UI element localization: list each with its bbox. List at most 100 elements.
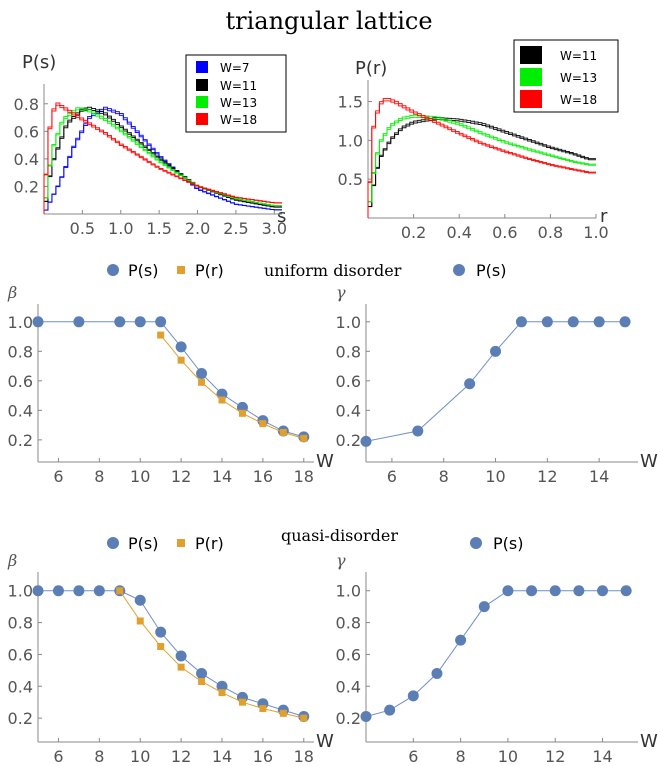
x-tick-label: 0.5 [70, 219, 95, 238]
legend-marker-ps-right [470, 537, 482, 549]
series-ps-point [502, 585, 514, 597]
pr-ylabel: P(r) [355, 58, 387, 79]
x-axis-label: W [316, 451, 334, 472]
y-tick-label: 0.6 [14, 122, 39, 141]
legend-label-w18: W=18 [220, 113, 257, 127]
y-tick-label: 0.6 [336, 645, 361, 664]
legend-label-ps: P(s) [128, 534, 158, 553]
legend-label-ps-right: P(s) [493, 534, 523, 553]
legend-label-w18: W=18 [560, 93, 597, 107]
legend-marker-ps [107, 537, 119, 549]
y-tick-label: 0.6 [336, 372, 361, 391]
series-w13-trace [367, 116, 596, 218]
y-tick-label: 0.8 [336, 342, 361, 361]
x-tick-label: 1.5 [146, 219, 171, 238]
series-ps-point [73, 585, 85, 597]
legend-swatch-w18 [196, 113, 208, 125]
series-pr-point [198, 378, 206, 386]
legend-caption: quasi-disorder [281, 526, 398, 545]
series-ps-line [365, 321, 626, 442]
gamma-uniform-chart: 6 8 10 12 14 0.2 0.4 0.6 0.8 1.0 γ W [336, 283, 658, 486]
pr-distribution-chart: 0.2 0.4 0.6 0.8 1.0 0.5 1.0 1.5 [338, 80, 609, 242]
x-tick-label: 0.6 [492, 223, 517, 242]
ps-ylabel: P(s) [22, 52, 56, 73]
series-ps-point [573, 585, 585, 597]
x-tick-label: 10 [130, 747, 150, 766]
y-tick-label: 0.4 [336, 677, 361, 696]
series-ps-point [620, 585, 632, 597]
legend-swatch-w13 [196, 96, 208, 108]
series-ps-point [455, 634, 467, 646]
x-tick-label: 14 [212, 467, 232, 486]
series-ps-point [93, 585, 105, 597]
series-ps-point [216, 680, 228, 692]
series-w11-trace [43, 106, 282, 214]
legend-label-w11: W=11 [560, 49, 597, 63]
series-ps-line [365, 590, 627, 718]
series-w18-trace [367, 98, 596, 218]
series-pr-point [218, 689, 226, 697]
series-ps-point [155, 316, 167, 328]
series-pr-point [116, 587, 124, 595]
x-tick-label: 0.8 [538, 223, 563, 242]
legend-swatch-w18 [520, 90, 542, 108]
x-tick-label: 6 [53, 747, 63, 766]
x-tick-label: 6 [387, 467, 397, 486]
x-tick-label: 12 [171, 467, 191, 486]
x-tick-label: 8 [456, 747, 466, 766]
x-tick-label: 16 [253, 467, 273, 486]
y-tick-label: 0.4 [336, 401, 361, 420]
x-tick-label: 2.0 [185, 219, 210, 238]
series-ps-point [155, 626, 167, 638]
y-tick-label: 1.0 [8, 313, 33, 332]
series-ps-point [196, 668, 208, 680]
y-tick-label: 1.0 [338, 131, 363, 150]
series-ps-point [407, 690, 419, 702]
series-ps-point [384, 704, 396, 716]
y-tick-label: 0.2 [14, 177, 39, 196]
legend-swatch-w11 [196, 79, 208, 91]
legend-marker-ps-right [453, 264, 465, 276]
uniform-legend: P(s) P(r) uniform disorder P(s) [107, 261, 506, 280]
legend-swatch-w11 [520, 46, 542, 64]
series-ps-point [431, 668, 443, 680]
x-tick-label: 10 [130, 467, 150, 486]
series-ps-line [38, 590, 304, 718]
x-tick-label: 18 [294, 747, 314, 766]
series-ps-point [597, 585, 609, 597]
series-pr-point [218, 396, 226, 404]
series-ps-point [464, 378, 476, 390]
x-tick-label: 1.0 [583, 223, 608, 242]
y-tick-label: 0.6 [8, 645, 33, 664]
series-w18-trace [43, 102, 282, 214]
series-w11-trace [367, 117, 596, 218]
ps-legend: W=7 W=11 W=13 W=18 [185, 54, 287, 133]
x-axis-label: W [640, 731, 658, 752]
legend-label-w11: W=11 [220, 79, 257, 93]
y-tick-label: 1.5 [338, 93, 363, 112]
x-tick-label: 8 [439, 467, 449, 486]
series-ps-point [593, 316, 605, 328]
x-tick-label: 0.4 [446, 223, 471, 242]
x-tick-label: 3.0 [262, 219, 287, 238]
beta-quasi-chart: 6 8 10 12 14 16 18 0.2 0.4 0.6 0.8 1.0 β W [7, 551, 334, 766]
legend-label-w7: W=7 [220, 61, 250, 75]
series-ps-point [515, 316, 527, 328]
y-axis-label: β [7, 551, 17, 570]
series-pr-point [300, 434, 308, 442]
legend-marker-ps [107, 264, 119, 276]
y-axis-label: γ [336, 551, 346, 570]
series-ps-point [73, 316, 85, 328]
y-tick-label: 1.0 [336, 313, 361, 332]
series-ps-point [175, 650, 187, 662]
x-tick-label: 14 [589, 467, 609, 486]
x-tick-label: 8 [94, 747, 104, 766]
series-pr-point [177, 356, 185, 364]
y-tick-label: 0.6 [8, 372, 33, 391]
y-tick-label: 0.2 [8, 431, 33, 450]
series-ps-point [478, 601, 490, 613]
y-tick-label: 0.4 [14, 150, 39, 169]
legend-marker-pr [177, 266, 185, 274]
series-w13-trace [43, 107, 282, 214]
legend-swatch-w7 [196, 61, 208, 73]
